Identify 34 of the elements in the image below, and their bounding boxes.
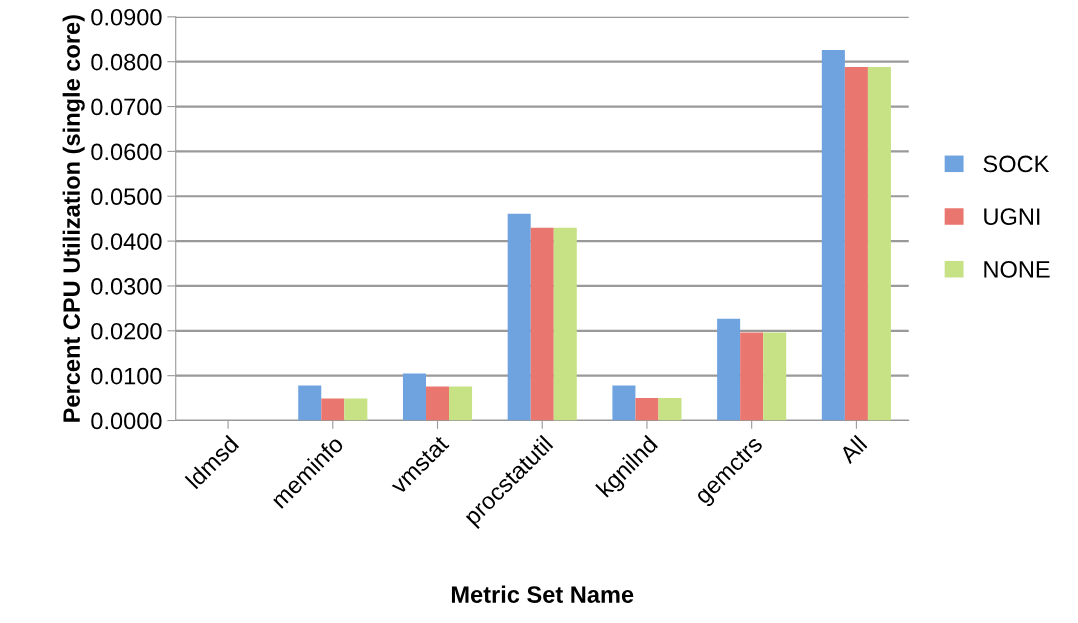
y-tick-label: 0.0100 [91, 367, 162, 385]
y-tick-label: 0.0600 [91, 143, 162, 161]
bar [298, 385, 322, 421]
x-axis-title: Metric Set Name [451, 585, 634, 603]
bar [867, 67, 891, 421]
x-tick-label: All [837, 434, 868, 465]
y-tick-label: 0.0000 [91, 412, 162, 430]
bar [821, 50, 845, 421]
y-axis-title: Percent CPU Utilization (single core) [62, 15, 85, 422]
bar [612, 385, 636, 421]
bar [344, 398, 368, 421]
legend-label: SOCK [983, 155, 1050, 173]
bar [449, 386, 473, 421]
y-tick-label: 0.0800 [91, 53, 162, 71]
legend-label: NONE [984, 261, 1050, 278]
legend-label: UGNI [984, 208, 1040, 226]
bar [553, 227, 577, 421]
bar [402, 373, 426, 421]
y-tick-label: 0.0300 [91, 278, 162, 295]
bar [717, 318, 741, 421]
y-tick-label: 0.0500 [91, 188, 162, 206]
bar [321, 398, 345, 421]
bar [844, 67, 868, 421]
bar [635, 398, 659, 421]
y-tick-label: 0.0200 [91, 322, 162, 340]
y-tick-label: 0.0700 [91, 98, 162, 116]
bar [658, 398, 682, 421]
y-tick-label: 0.0400 [91, 233, 162, 250]
bar [507, 213, 531, 421]
bar [763, 332, 787, 421]
bar [530, 227, 554, 421]
bar [425, 386, 450, 421]
bar [740, 332, 764, 421]
y-tick-label: 0.0900 [91, 8, 162, 26]
